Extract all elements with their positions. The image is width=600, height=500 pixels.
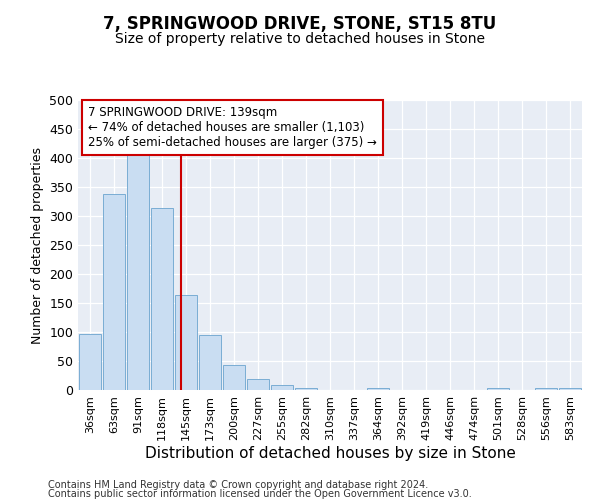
Text: Contains HM Land Registry data © Crown copyright and database right 2024.: Contains HM Land Registry data © Crown c… <box>48 480 428 490</box>
Bar <box>367 388 389 390</box>
Text: 7, SPRINGWOOD DRIVE, STONE, ST15 8TU: 7, SPRINGWOOD DRIVE, STONE, ST15 8TU <box>103 15 497 33</box>
Bar <box>199 335 221 390</box>
Bar <box>559 388 581 390</box>
Text: Size of property relative to detached houses in Stone: Size of property relative to detached ho… <box>115 32 485 46</box>
Bar <box>487 388 509 390</box>
Y-axis label: Number of detached properties: Number of detached properties <box>31 146 44 344</box>
Text: Contains public sector information licensed under the Open Government Licence v3: Contains public sector information licen… <box>48 489 472 499</box>
Bar <box>271 386 293 390</box>
Text: 7 SPRINGWOOD DRIVE: 139sqm
← 74% of detached houses are smaller (1,103)
25% of s: 7 SPRINGWOOD DRIVE: 139sqm ← 74% of deta… <box>88 106 377 149</box>
Bar <box>151 208 173 390</box>
Bar <box>247 379 269 390</box>
Bar <box>223 365 245 390</box>
Bar <box>127 151 149 390</box>
Bar <box>535 388 557 390</box>
Bar <box>103 194 125 390</box>
Bar <box>175 296 197 390</box>
X-axis label: Distribution of detached houses by size in Stone: Distribution of detached houses by size … <box>145 446 515 460</box>
Bar <box>79 334 101 390</box>
Bar <box>295 388 317 390</box>
